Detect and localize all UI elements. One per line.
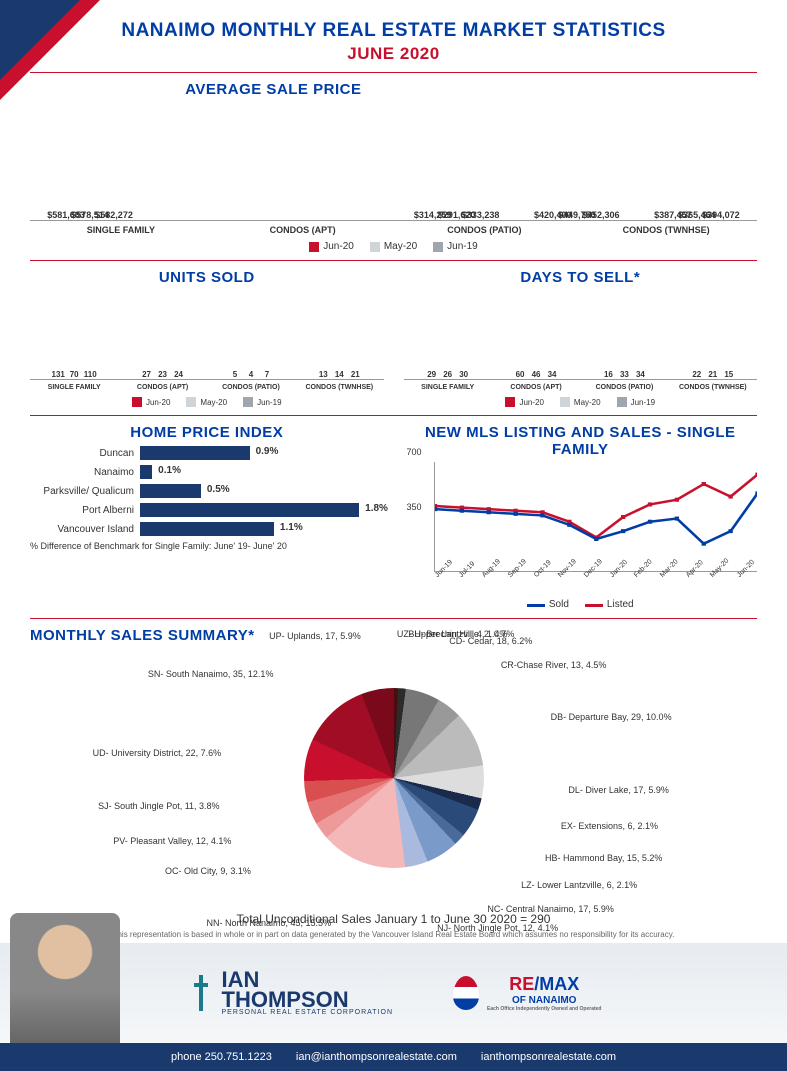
footer-web: ianthompsonrealestate.com bbox=[481, 1051, 616, 1063]
mls-line-chart: 350700 bbox=[434, 462, 758, 572]
pie-section: MONTHLY SALES SUMMARY* UZ- Upper Lantzvi… bbox=[30, 627, 757, 939]
corner-accent-blue bbox=[0, 0, 80, 80]
remax-re: RE bbox=[509, 974, 534, 994]
mls-section: NEW MLS LISTING AND SALES - SINGLE FAMIL… bbox=[404, 424, 758, 610]
hpi-section: HOME PRICE INDEX Duncan0.9%Nanaimo0.1%Pa… bbox=[30, 424, 384, 610]
days-legend: Jun-20May-20Jun-19 bbox=[404, 397, 758, 407]
mls-xticks: Jun-19Jul-19Aug-19Sep-19Oct-19Nov-19Dec-… bbox=[434, 574, 758, 581]
avg-sale-price-section: $581,603$578,514$582,272AVERAGE SALE PRI… bbox=[30, 81, 757, 252]
divider bbox=[30, 415, 757, 416]
contact-bar: phone 250.751.1223 ian@ianthompsonreales… bbox=[0, 1043, 787, 1071]
days-title-text: DAYS TO SELL* bbox=[520, 269, 640, 286]
pie-total: Total Unconditional Sales January 1 to J… bbox=[30, 912, 757, 926]
avg-category-labels: SINGLE FAMILYCONDOS (APT)CONDOS (PATIO)C… bbox=[30, 225, 757, 235]
footer-phone: phone 250.751.1223 bbox=[171, 1051, 272, 1063]
days-category-labels: SINGLE FAMILYCONDOS (APT)CONDOS (PATIO)C… bbox=[404, 384, 758, 391]
title-main: NANAIMO MONTHLY REAL ESTATE MARKET STATI… bbox=[121, 20, 665, 41]
remax-max: /MAX bbox=[534, 974, 579, 994]
hpi-caption: % Difference of Benchmark for Single Fam… bbox=[30, 541, 384, 551]
footer-email: ian@ianthompsonrealestate.com bbox=[296, 1051, 457, 1063]
mls-legend: SoldListed bbox=[404, 599, 758, 610]
ian-logo-mark bbox=[186, 973, 216, 1013]
divider bbox=[30, 618, 757, 619]
units-sold-title: UNITS SOLD bbox=[30, 269, 384, 286]
remax-brand: RE/MAX OF NANAIMO Each Office Independen… bbox=[453, 974, 601, 1012]
days-title: DAYS TO SELL* bbox=[404, 269, 758, 286]
mls-title: NEW MLS LISTING AND SALES - SINGLE FAMIL… bbox=[404, 424, 758, 458]
units-sold-chart: 13170110272324547131421 bbox=[30, 290, 384, 380]
ian-brand: IAN THOMPSON PERSONAL REAL ESTATE CORPOR… bbox=[222, 970, 394, 1016]
hpi-title: HOME PRICE INDEX bbox=[30, 424, 384, 441]
pie-chart: UZ- Upper Lantzville, 2, 0.7%BH- Brechin… bbox=[30, 648, 757, 908]
ian-tag: PERSONAL REAL ESTATE CORPORATION bbox=[222, 1010, 394, 1016]
pie-disclaimer: This representation is based in whole or… bbox=[30, 930, 757, 939]
title-sub: JUNE 2020 bbox=[30, 44, 757, 64]
days-to-sell-section: DAYS TO SELL* 292630604634163334222115 S… bbox=[404, 269, 758, 407]
units-legend: Jun-20May-20Jun-19 bbox=[30, 397, 384, 407]
avg-legend: Jun-20May-20Jun-19 bbox=[30, 241, 757, 252]
page-title: NANAIMO MONTHLY REAL ESTATE MARKET STATI… bbox=[30, 20, 757, 64]
units-category-labels: SINGLE FAMILYCONDOS (APT)CONDOS (PATIO)C… bbox=[30, 384, 384, 391]
avg-sale-price-chart: $581,603$578,514$582,272AVERAGE SALE PRI… bbox=[30, 81, 757, 221]
remax-sub: OF NANAIMO bbox=[487, 995, 601, 1006]
divider bbox=[30, 260, 757, 261]
remax-tag: Each Office Independently Owned and Oper… bbox=[487, 1006, 601, 1012]
hpi-chart: Duncan0.9%Nanaimo0.1%Parksville/ Qualicu… bbox=[30, 446, 384, 536]
units-sold-section: UNITS SOLD 13170110272324547131421 SINGL… bbox=[30, 269, 384, 407]
days-to-sell-chart: 292630604634163334222115 bbox=[404, 290, 758, 380]
pie-title: MONTHLY SALES SUMMARY* bbox=[30, 627, 757, 644]
brand-footer: IAN THOMPSON PERSONAL REAL ESTATE CORPOR… bbox=[0, 943, 787, 1043]
page: NANAIMO MONTHLY REAL ESTATE MARKET STATI… bbox=[0, 0, 787, 939]
balloon-icon bbox=[453, 976, 479, 1010]
divider bbox=[30, 72, 757, 73]
